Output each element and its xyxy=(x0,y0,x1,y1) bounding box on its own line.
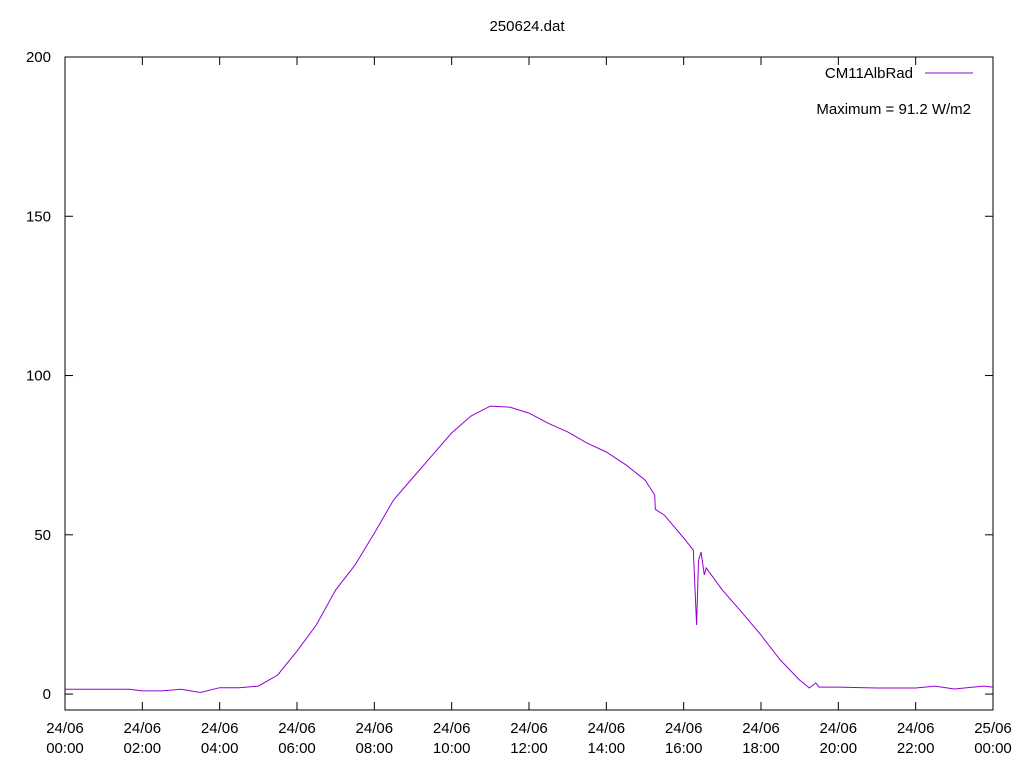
x-tick-label: 24/06 08:00 xyxy=(356,720,394,757)
x-tick-label: 24/06 18:00 xyxy=(742,720,780,757)
x-tick-label: 24/06 00:00 xyxy=(46,720,84,757)
y-tick-label: 100 xyxy=(26,368,51,385)
x-tick-label: 24/06 16:00 xyxy=(665,720,703,757)
data-line xyxy=(65,405,994,694)
y-tick-label: 0 xyxy=(43,686,51,703)
x-tick-label: 25/06 00:00 xyxy=(974,720,1012,757)
x-tick-label: 24/06 12:00 xyxy=(510,720,548,757)
x-tick-label: 24/06 14:00 xyxy=(588,720,626,757)
plot-frame xyxy=(64,56,994,711)
legend-label: CM11AlbRad xyxy=(825,65,913,82)
x-tick-label: 24/06 22:00 xyxy=(897,720,935,757)
x-tick-label: 24/06 04:00 xyxy=(201,720,239,757)
x-tick-label: 24/06 06:00 xyxy=(278,720,316,757)
y-tick-label: 150 xyxy=(26,208,51,225)
x-tick-label: 24/06 20:00 xyxy=(820,720,858,757)
y-tick-label: 50 xyxy=(34,527,51,544)
x-tick-label: 24/06 02:00 xyxy=(124,720,162,757)
chart-title: 250624.dat xyxy=(489,18,565,35)
y-tick-label: 200 xyxy=(26,49,51,66)
annotation: Maximum = 91.2 W/m2 xyxy=(816,101,971,118)
x-tick-label: 24/06 10:00 xyxy=(433,720,471,757)
